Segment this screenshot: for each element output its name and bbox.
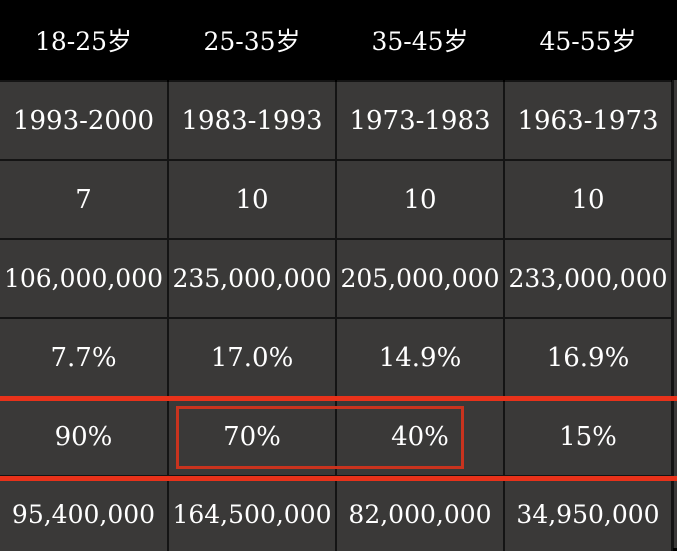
table-cell: 7	[0, 159, 169, 239]
table-cell: 1973-1983	[336, 80, 505, 160]
table-cell: 1983-1993	[168, 80, 337, 160]
table-cell: 70%	[168, 396, 337, 476]
table-cell: 34,950,000	[504, 475, 673, 551]
table-cell: 233,000,000	[504, 238, 673, 318]
table-cell: 1993-2000	[0, 80, 169, 160]
table-row: 1993-2000 1983-1993 1973-1983 1963-1973	[0, 80, 673, 160]
table-cell: 10	[336, 159, 505, 239]
table-cell: 205,000,000	[336, 238, 505, 318]
table-cell: 106,000,000	[0, 238, 169, 318]
table-cell: 15%	[504, 396, 673, 476]
table-row: 7 10 10 10	[0, 159, 673, 239]
table-cell: 10	[168, 159, 337, 239]
table-cell: 17.0%	[168, 317, 337, 397]
table-edge-column	[672, 80, 677, 548]
header-age-18-25: 18-25岁	[0, 0, 169, 81]
table-row: 7.7% 17.0% 14.9% 16.9%	[0, 317, 673, 397]
table-cell: 235,000,000	[168, 238, 337, 318]
header-age-35-45: 35-45岁	[336, 0, 505, 81]
table-cell: 82,000,000	[336, 475, 505, 551]
highlight-box	[176, 406, 464, 469]
table-cell: 1963-1973	[504, 80, 673, 160]
table-cell: 14.9%	[336, 317, 505, 397]
table-row: 95,400,000 164,500,000 82,000,000 34,950…	[0, 475, 673, 551]
table-cell: 16.9%	[504, 317, 673, 397]
table-cell: 90%	[0, 396, 169, 476]
table-cell: 95,400,000	[0, 475, 169, 551]
table-cell: 7.7%	[0, 317, 169, 397]
highlight-line-bottom	[0, 476, 677, 481]
table-row: 106,000,000 235,000,000 205,000,000 233,…	[0, 238, 673, 318]
header-age-25-35: 25-35岁	[168, 0, 337, 81]
table-cell: 10	[504, 159, 673, 239]
header-age-45-55: 45-55岁	[504, 0, 673, 81]
highlight-line-top	[0, 396, 677, 401]
header-row: 18-25岁 25-35岁 35-45岁 45-55岁	[0, 0, 673, 81]
table-cell: 164,500,000	[168, 475, 337, 551]
